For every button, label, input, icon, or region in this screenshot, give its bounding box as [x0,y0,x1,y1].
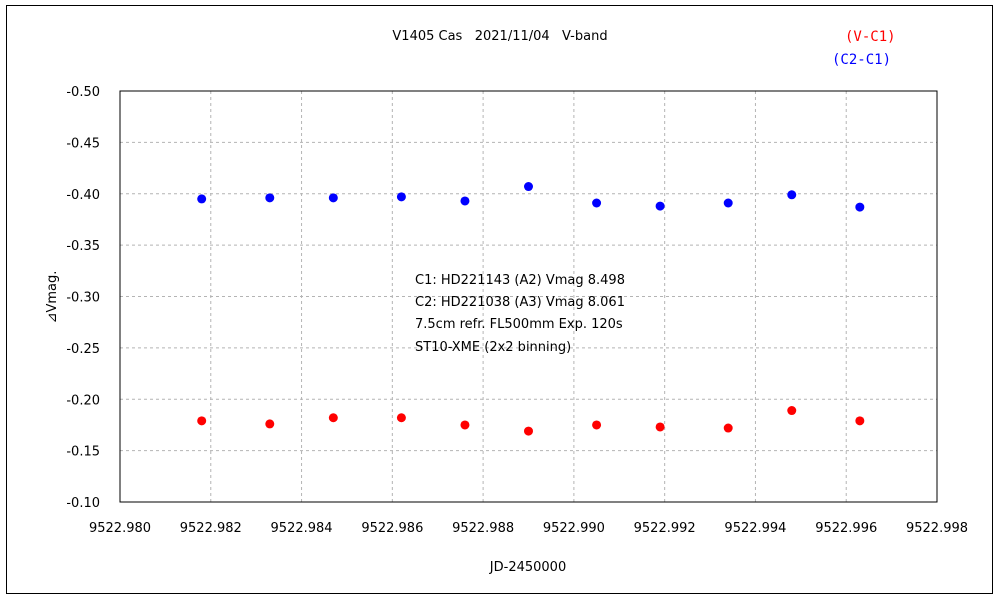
legend-entry-c2-c1: (C2-C1) [832,52,891,68]
point-c2-c1 [265,193,275,203]
y-tick-label: -0.25 [66,342,100,357]
y-tick-label: -0.35 [66,239,100,254]
y-axis-label: ⊿Vmag. [45,271,60,324]
point-v-c1 [524,426,533,436]
y-tick-label: -0.50 [66,85,100,100]
point-c2-c1 [723,198,733,208]
chart-frame [6,5,993,594]
x-axis-label: JD-2450000 [489,560,566,575]
x-tick-label: 9522.996 [815,521,877,536]
legend-entry-v-c1: (V-C1) [845,29,896,45]
x-tick-label: 9522.990 [543,521,605,536]
point-v-c1 [855,416,865,426]
x-tick-label: 9522.988 [452,521,514,536]
point-v-c1 [460,420,470,430]
point-c2-c1 [655,201,665,211]
x-tick-label: 9522.998 [906,521,968,536]
x-tick-label: 9522.984 [271,521,333,536]
grid [120,91,937,502]
x-tick-label: 9522.992 [634,521,696,536]
y-tick-label: -0.40 [66,188,100,203]
point-c2-c1 [855,202,865,212]
annotation-telescope: 7.5cm refr. FL500mm Exp. 120s [415,317,623,332]
annotation-c1: C1: HD221143 (A2) Vmag 8.498 [415,273,625,288]
y-tick-labels: -0.50 -0.45 -0.40 -0.35 -0.30 -0.25 -0.20 -0.15… [66,85,100,511]
data-points [197,182,865,436]
y-tick-label: -0.15 [66,445,100,460]
point-c2-c1 [592,198,602,208]
point-v-c1 [723,423,733,433]
y-tick-label: -0.20 [66,393,100,408]
point-c2-c1 [197,194,207,204]
y-tick-label: -0.30 [66,291,100,306]
x-tick-labels: 9522.980 9522.982 9522.984 9522.986 9522.988… [89,521,968,536]
y-tick-label: -0.10 [66,496,100,511]
x-tick-label: 9522.986 [361,521,423,536]
x-tick-label: 9522.982 [180,521,242,536]
annotation-camera: ST10-XME (2x2 binning) [415,340,571,355]
point-v-c1 [655,422,665,432]
point-v-c1 [197,416,207,426]
point-v-c1 [787,406,797,416]
point-c2-c1 [328,193,338,203]
annotation-c2: C2: HD221038 (A3) Vmag 8.061 [415,295,625,310]
point-c2-c1 [460,196,470,206]
point-v-c1 [265,419,275,429]
point-v-c1 [396,413,406,423]
x-tick-label: 9522.994 [724,521,786,536]
point-v-c1 [592,420,602,430]
chart-title: V1405 Cas 2021/11/04 V-band [392,29,607,44]
point-v-c1 [328,413,338,423]
y-tick-label: -0.45 [66,136,100,151]
point-c2-c1 [524,182,533,192]
x-tick-label: 9522.980 [89,521,151,536]
plot-area [119,90,938,503]
point-c2-c1 [787,190,797,200]
point-c2-c1 [396,192,406,202]
